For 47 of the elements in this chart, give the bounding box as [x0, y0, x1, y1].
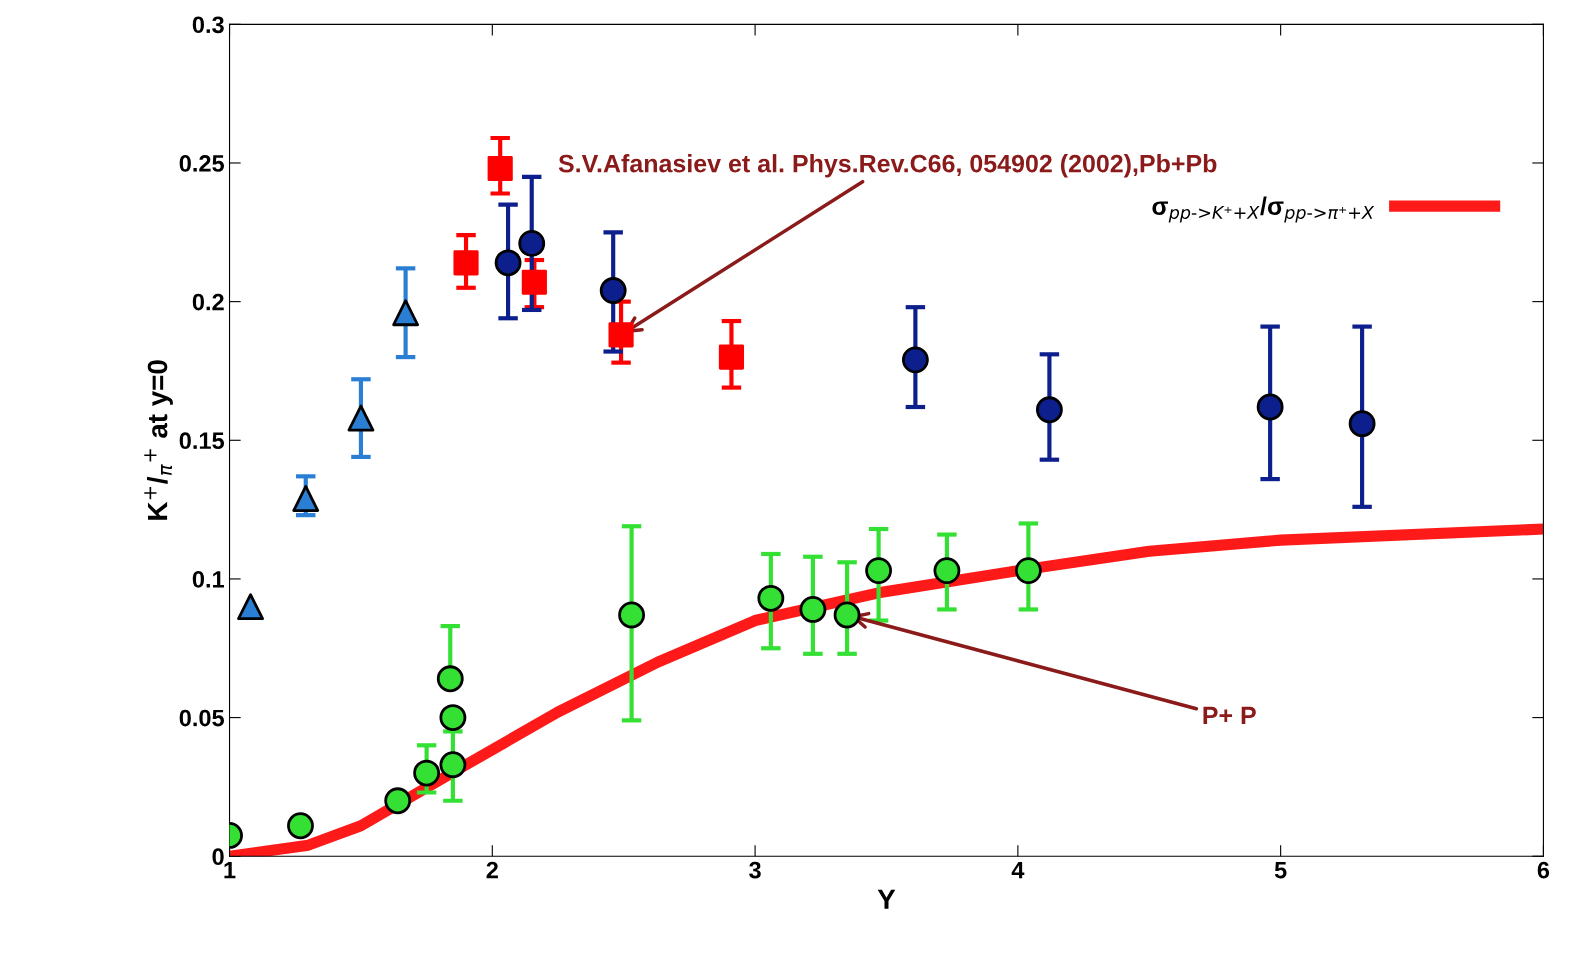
y-tick-label: 0.3 [192, 16, 224, 34]
point [599, 277, 627, 304]
point [608, 322, 634, 348]
y-tick-label: 0.15 [179, 432, 225, 450]
point [347, 404, 375, 432]
point [292, 485, 320, 512]
x-tick-label: 5 [1274, 861, 1287, 879]
x-axis-title: Y [877, 889, 896, 909]
point [436, 665, 464, 693]
y-tick-label: 0.2 [192, 293, 224, 311]
point [384, 787, 412, 815]
y-axis-title: K$^{+}$/$_{π}$$^{+}$ at y=0 [144, 360, 173, 520]
point [392, 299, 420, 327]
point [453, 250, 479, 276]
x-tick-label: 4 [1011, 861, 1025, 879]
point [1256, 393, 1284, 421]
point [1035, 396, 1063, 424]
x-tick-label: 2 [486, 861, 498, 879]
point [799, 596, 827, 623]
point [757, 584, 785, 612]
x-tick-label: 3 [749, 861, 761, 879]
point [439, 751, 467, 779]
point [901, 346, 929, 374]
legend-label: σ$_{pp->K⁺+X}$/σ$_{pp->π⁺+X}$ [1152, 196, 1375, 223]
point [439, 704, 467, 732]
point [718, 344, 745, 370]
point [833, 601, 861, 629]
point [287, 812, 314, 840]
point [933, 557, 961, 585]
point [487, 155, 513, 182]
point [518, 229, 546, 257]
point [618, 601, 645, 629]
point [1014, 557, 1042, 585]
annotation: P+ P [1203, 706, 1256, 725]
point [1348, 410, 1376, 438]
point [237, 593, 264, 621]
y-tick-label: 0 [212, 848, 224, 866]
x-tick-label: 1 [224, 861, 236, 879]
y-tick-label: 0.1 [192, 571, 225, 588]
point [494, 249, 522, 277]
y-tick-label: 0.05 [179, 709, 225, 727]
annotation: S.V.Afanasiev et al. Phys.Rev.C66, 054902 (2002),Pb+Pb [558, 154, 1217, 178]
point [413, 759, 441, 787]
y-tick-label: 0.25 [179, 155, 225, 172]
point [865, 557, 893, 585]
point [521, 269, 547, 295]
x-tick-label: 6 [1537, 861, 1550, 879]
